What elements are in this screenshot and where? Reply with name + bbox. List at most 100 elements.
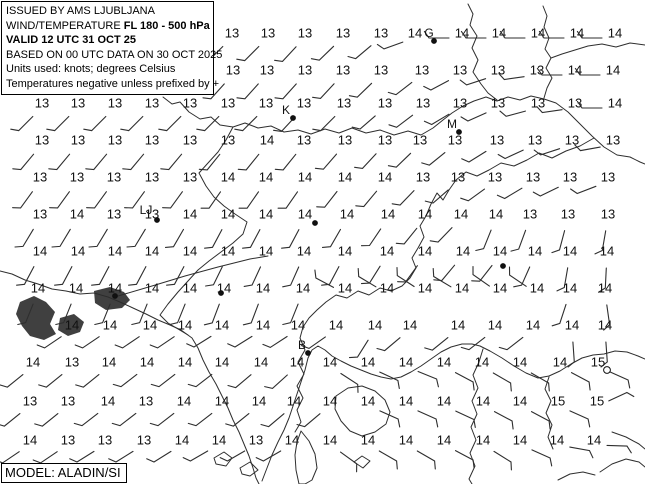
wind-barb — [496, 187, 523, 200]
temperature-value: 14 — [606, 63, 620, 78]
temperature-value: 14 — [408, 26, 422, 41]
wind-barb — [421, 152, 446, 166]
temperature-value: 14 — [531, 26, 545, 41]
wind-barb — [570, 185, 597, 195]
wind-barb — [49, 191, 70, 209]
wind-barb — [38, 374, 63, 388]
wind-barb — [242, 229, 261, 249]
wind-barb — [242, 303, 259, 326]
island-2 — [294, 430, 318, 484]
flight-level: FL 180 - 500 hPa — [123, 19, 210, 32]
station-open-circle — [603, 366, 611, 374]
temperature-value: 14 — [323, 355, 337, 370]
wind-barb — [378, 450, 398, 470]
wind-barb — [282, 303, 299, 326]
temperature-value: 14 — [221, 207, 235, 222]
wind-barb — [531, 449, 553, 467]
wind-barb — [532, 186, 559, 197]
temperature-value: 13 — [183, 133, 197, 148]
temperature-value: 13 — [249, 433, 263, 448]
wind-barb — [460, 188, 486, 202]
wind-barb — [396, 267, 415, 288]
temperature-value: 14 — [361, 355, 375, 370]
wind-barb — [88, 228, 108, 248]
temperature-value: 14 — [178, 355, 192, 370]
temperature-value: 13 — [61, 394, 75, 409]
temperature-value: 13 — [183, 96, 197, 111]
wind-barb — [429, 227, 453, 243]
wind-barb — [340, 372, 359, 393]
wind-barb — [55, 303, 72, 326]
units-line: Units used: knots; degrees Celsius — [6, 63, 176, 76]
temperature-value: 14 — [456, 244, 470, 259]
wind-barb — [533, 148, 561, 156]
wind-barb — [314, 269, 335, 288]
temperature-value: 13 — [23, 394, 37, 409]
wind-barb — [312, 83, 335, 99]
wind-barb — [530, 411, 551, 430]
wind-barb — [131, 303, 148, 326]
wind-barb — [417, 410, 439, 428]
temperature-value: 13 — [451, 170, 465, 185]
border-west — [159, 126, 248, 336]
temperature-value: 13 — [337, 96, 351, 111]
wind-barb — [536, 67, 563, 76]
temperature-value: 14 — [380, 244, 394, 259]
temperature-value: 14 — [492, 26, 506, 41]
temperature-value: 13 — [145, 170, 159, 185]
temperature-value: 14 — [513, 433, 527, 448]
temperature-value: 13 — [491, 96, 505, 111]
wind-barb — [499, 30, 526, 39]
wind-barb — [459, 78, 487, 86]
wind-barb — [114, 336, 140, 349]
wind-barb — [236, 83, 259, 100]
wind-barb — [83, 115, 107, 132]
wind-barb — [122, 153, 145, 171]
wind-barb — [238, 191, 260, 209]
temperature-value: 14 — [399, 355, 413, 370]
wind-barb — [417, 370, 439, 388]
temperature-value: 13 — [561, 207, 575, 222]
temperature-value: 13 — [298, 26, 312, 41]
wind-barb — [32, 451, 58, 464]
wind-barb — [274, 46, 297, 62]
temperature-value: 13 — [336, 63, 350, 78]
temperature-value: 14 — [368, 318, 382, 333]
wind-barb — [609, 371, 631, 389]
urban-blob-3 — [94, 287, 130, 310]
temperature-value: 13 — [563, 170, 577, 185]
temperature-value: 13 — [33, 207, 47, 222]
wind-barb — [69, 450, 95, 463]
wind-barb — [416, 450, 436, 470]
temperature-value: 14 — [221, 244, 235, 259]
station-dot — [456, 129, 462, 135]
temperature-value: 14 — [175, 433, 189, 448]
wind-barb — [357, 267, 377, 288]
temperature-value: 14 — [183, 207, 197, 222]
wind-barb — [0, 374, 24, 388]
wind-barb — [379, 410, 401, 428]
wind-barb — [536, 106, 563, 114]
wind-barb — [234, 115, 258, 132]
coast-southeast — [479, 345, 645, 379]
wind-barb — [227, 335, 253, 348]
temperature-value: 14 — [259, 244, 273, 259]
product-name: WIND/TEMPERATURE — [6, 19, 124, 32]
wind-barb — [264, 374, 288, 390]
wind-barb — [17, 303, 34, 326]
temperature-value: 14 — [437, 355, 451, 370]
wind-barb — [227, 374, 252, 389]
wind-barb — [16, 266, 35, 286]
temperature-value: 13 — [413, 133, 427, 148]
wind-barb — [321, 266, 340, 286]
wind-barb — [360, 265, 381, 285]
wind-barb — [551, 303, 567, 327]
temperature-value: 13 — [298, 63, 312, 78]
temperature-value: 14 — [418, 244, 432, 259]
wind-barb — [574, 67, 601, 76]
temperature-value: 14 — [380, 281, 394, 296]
wind-barb — [493, 411, 514, 430]
temperature-value: 14 — [69, 281, 83, 296]
wind-barb — [12, 153, 35, 171]
temperature-value: 14 — [101, 394, 115, 409]
